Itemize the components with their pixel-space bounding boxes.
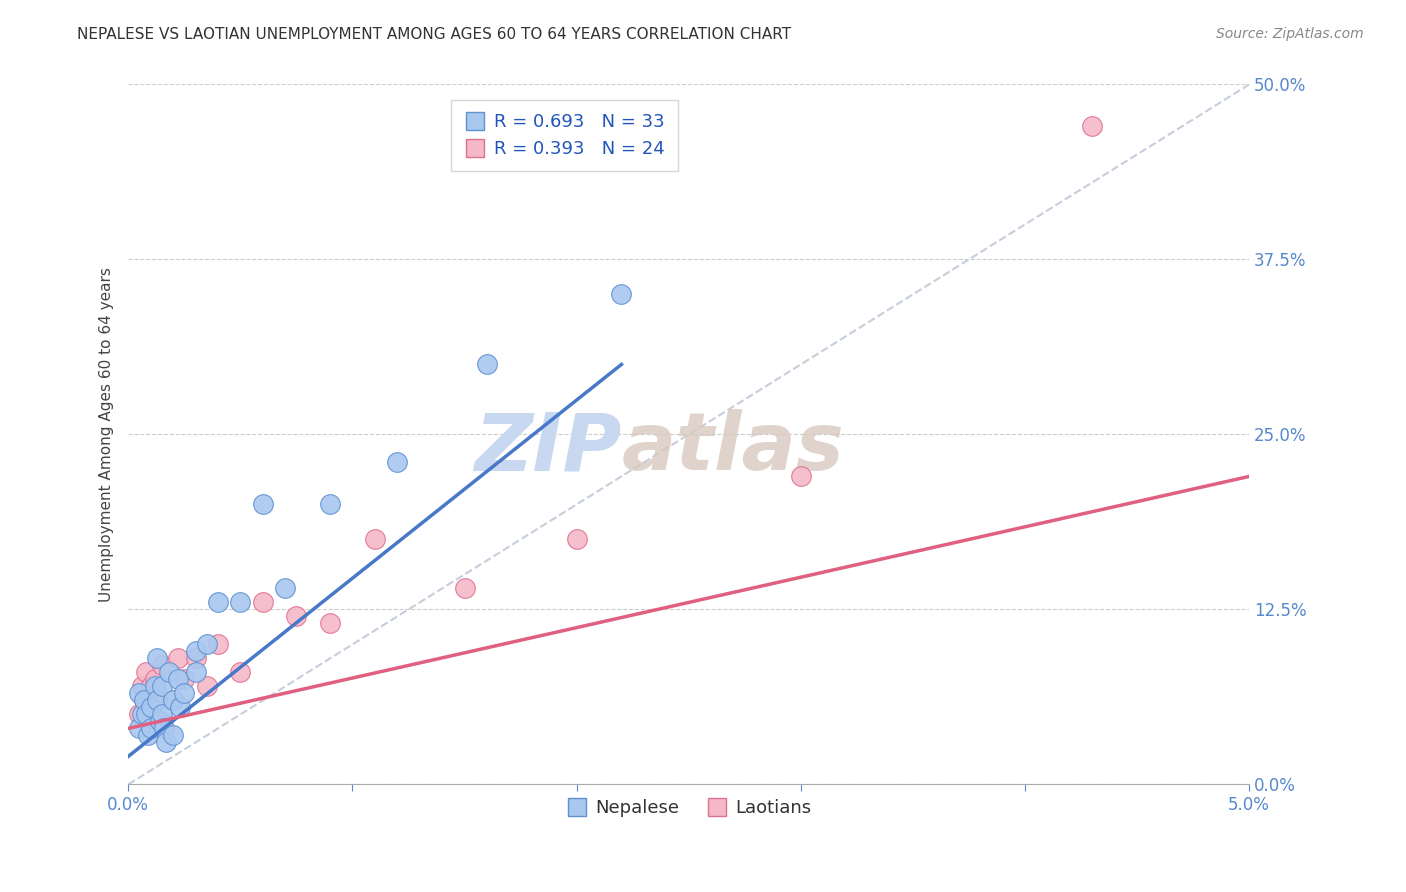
Point bbox=[139, 700, 162, 714]
Point bbox=[1081, 120, 1104, 134]
Point bbox=[252, 498, 274, 512]
Point bbox=[184, 651, 207, 665]
Point bbox=[139, 722, 162, 736]
Point bbox=[790, 469, 813, 483]
Point bbox=[131, 707, 153, 722]
Point bbox=[150, 658, 173, 673]
Y-axis label: Unemployment Among Ages 60 to 64 years: Unemployment Among Ages 60 to 64 years bbox=[100, 267, 114, 602]
Point bbox=[565, 533, 588, 547]
Point bbox=[169, 700, 191, 714]
Point bbox=[274, 582, 297, 596]
Point bbox=[229, 595, 252, 609]
Point bbox=[143, 680, 166, 694]
Point bbox=[453, 582, 475, 596]
Point bbox=[475, 358, 498, 372]
Point bbox=[153, 722, 176, 736]
Point bbox=[364, 533, 387, 547]
Point bbox=[132, 693, 155, 707]
Point bbox=[229, 665, 252, 680]
Point bbox=[146, 651, 169, 665]
Point bbox=[195, 680, 218, 694]
Point bbox=[131, 680, 153, 694]
Point bbox=[207, 595, 229, 609]
Point bbox=[139, 707, 162, 722]
Point bbox=[184, 665, 207, 680]
Point bbox=[146, 693, 169, 707]
Point bbox=[184, 644, 207, 658]
Point bbox=[162, 693, 184, 707]
Point bbox=[195, 637, 218, 651]
Point bbox=[285, 609, 308, 624]
Point bbox=[149, 714, 172, 729]
Point bbox=[139, 680, 162, 694]
Point bbox=[128, 686, 150, 700]
Legend: Nepalese, Laotians: Nepalese, Laotians bbox=[560, 792, 818, 824]
Point bbox=[207, 637, 229, 651]
Point bbox=[138, 728, 160, 742]
Point bbox=[146, 686, 169, 700]
Point bbox=[387, 455, 409, 469]
Point bbox=[162, 693, 184, 707]
Point bbox=[166, 651, 188, 665]
Point bbox=[162, 728, 184, 742]
Point bbox=[150, 680, 173, 694]
Point bbox=[252, 595, 274, 609]
Point bbox=[135, 707, 157, 722]
Point bbox=[135, 665, 157, 680]
Point bbox=[173, 673, 195, 687]
Point bbox=[157, 665, 180, 680]
Text: NEPALESE VS LAOTIAN UNEMPLOYMENT AMONG AGES 60 TO 64 YEARS CORRELATION CHART: NEPALESE VS LAOTIAN UNEMPLOYMENT AMONG A… bbox=[77, 27, 792, 42]
Point bbox=[319, 616, 342, 631]
Point bbox=[166, 673, 188, 687]
Text: ZIP: ZIP bbox=[474, 409, 621, 487]
Point bbox=[610, 287, 633, 301]
Point bbox=[173, 686, 195, 700]
Point bbox=[128, 722, 150, 736]
Point bbox=[155, 735, 177, 749]
Point bbox=[143, 673, 166, 687]
Point bbox=[150, 707, 173, 722]
Point bbox=[319, 498, 342, 512]
Point bbox=[128, 707, 150, 722]
Text: Source: ZipAtlas.com: Source: ZipAtlas.com bbox=[1216, 27, 1364, 41]
Text: atlas: atlas bbox=[621, 409, 844, 487]
Point bbox=[132, 693, 155, 707]
